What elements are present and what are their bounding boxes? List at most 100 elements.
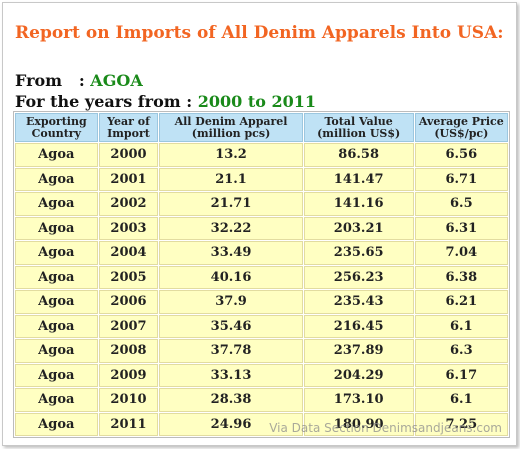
column-average-price-cell: 6.1 (414, 314, 508, 338)
header-line: (US$/pc) (434, 126, 489, 140)
column-year-cell: 2011 (98, 412, 159, 436)
column-denim-apparel-cell: 21.1 (159, 167, 303, 191)
table-row: Agoa 2009 33.13 204.29 6.17 (15, 363, 508, 387)
column-year-cell: 2003 (98, 216, 159, 240)
header-line: Year of (107, 114, 150, 128)
column-average-price-cell: 6.3 (414, 339, 508, 363)
column-denim-apparel-cell: 32.22 (159, 216, 303, 240)
column-total-value-cell: 204.29 (303, 363, 414, 387)
table-row: Agoa 2007 35.46 216.45 6.1 (15, 314, 508, 338)
column-exporting-country-cell: Agoa (15, 241, 98, 265)
column-average-price-cell: 6.21 (414, 290, 508, 314)
column-year-cell: 2001 (98, 167, 159, 191)
column-average-price-cell: 6.31 (414, 216, 508, 240)
header-line: Country (31, 126, 81, 140)
table-row: Agoa 2003 32.22 203.21 6.31 (15, 216, 508, 240)
column-average-price-cell: 6.17 (414, 363, 508, 387)
column-year-cell: 2007 (98, 314, 159, 338)
column-year-cell: 2005 (98, 265, 159, 289)
years-line: For the years from : 2000 to 2011 (15, 92, 316, 111)
imports-table-wrap: Exporting Country Year of Import All Denim A… (13, 111, 510, 438)
table-row: Agoa 2011 24.96 180.90 7.25 (15, 412, 508, 436)
header-line: Average Price (418, 114, 504, 128)
from-value: AGOA (90, 71, 143, 90)
column-exporting-country-cell: Agoa (15, 363, 98, 387)
column-denim-apparel-cell: 33.13 (159, 363, 303, 387)
column-exporting-country-cell: Agoa (15, 167, 98, 191)
column-exporting-country-cell: Agoa (15, 388, 98, 412)
table-row: Agoa 2002 21.71 141.16 6.5 (15, 192, 508, 216)
column-average-price-cell: 7.04 (414, 241, 508, 265)
column-exporting-country-cell: Agoa (15, 265, 98, 289)
header-line: (million US$) (317, 126, 401, 140)
column-denim-apparel-cell: 40.16 (159, 265, 303, 289)
column-exporting-country-cell: Agoa (15, 192, 98, 216)
column-total-value-cell: 203.21 (303, 216, 414, 240)
column-average-price-cell: 6.56 (414, 143, 508, 167)
column-denim-apparel-cell: 21.71 (159, 192, 303, 216)
column-denim-apparel-cell: 24.96 (159, 412, 303, 436)
column-total-value-cell: 180.90 (303, 412, 414, 436)
table-row: Agoa 2008 37.78 237.89 6.3 (15, 339, 508, 363)
column-denim-apparel-cell: 33.49 (159, 241, 303, 265)
report-frame: Report on Imports of All Denim Apparels … (2, 2, 517, 446)
column-total-value-cell: 173.10 (303, 388, 414, 412)
column-denim-apparel-cell: 13.2 (159, 143, 303, 167)
from-line: From : AGOA (15, 71, 143, 90)
table-row: Agoa 2004 33.49 235.65 7.04 (15, 241, 508, 265)
column-total-value-cell: 141.16 (303, 192, 414, 216)
column-average-price-cell: 6.71 (414, 167, 508, 191)
header-line: All Denim Apparel (174, 114, 288, 128)
table-header-row: Exporting Country Year of Import All Denim A… (15, 113, 508, 142)
table-body: Agoa 2000 13.2 86.58 6.56 Agoa 2001 21.1 141.47 6… (15, 143, 508, 436)
years-label: For the years from : (15, 92, 198, 111)
column-year-cell: 2000 (98, 143, 159, 167)
column-total-value-cell: 235.65 (303, 241, 414, 265)
column-exporting-country-cell: Agoa (15, 314, 98, 338)
column-exporting-country-cell: Agoa (15, 339, 98, 363)
header-line: Total Value (324, 114, 393, 128)
column-total-value-cell: 256.23 (303, 265, 414, 289)
column-total-value-cell: 237.89 (303, 339, 414, 363)
table-row: Agoa 2005 40.16 256.23 6.38 (15, 265, 508, 289)
column-denim-apparel-cell: 35.46 (159, 314, 303, 338)
column-average-price-cell: 6.38 (414, 265, 508, 289)
header-line: (million pcs) (191, 126, 271, 140)
column-year-cell: 2008 (98, 339, 159, 363)
years-value: 2000 to 2011 (197, 92, 317, 111)
column-total-value-cell: 216.45 (303, 314, 414, 338)
column-average-price-cell: 6.1 (414, 388, 508, 412)
table-row: Agoa 2010 28.38 173.10 6.1 (15, 388, 508, 412)
column-year-cell: 2002 (98, 192, 159, 216)
imports-table: Exporting Country Year of Import All Denim A… (13, 111, 510, 438)
column-average-price-header: Average Price (US$/pc) (414, 113, 508, 142)
table-row: Agoa 2001 21.1 141.47 6.71 (15, 167, 508, 191)
column-denim-apparel-cell: 28.38 (159, 388, 303, 412)
table-row: Agoa 2006 37.9 235.43 6.21 (15, 290, 508, 314)
column-denim-apparel-cell: 37.9 (159, 290, 303, 314)
column-exporting-country-cell: Agoa (15, 216, 98, 240)
from-label: From : (15, 71, 91, 90)
report-title: Report on Imports of All Denim Apparels … (15, 23, 504, 43)
column-exporting-country-cell: Agoa (15, 143, 98, 167)
column-exporting-country-header: Exporting Country (15, 113, 98, 142)
column-average-price-cell: 7.25 (414, 412, 508, 436)
column-year-header: Year of Import (98, 113, 159, 142)
column-year-cell: 2009 (98, 363, 159, 387)
column-total-value-cell: 86.58 (303, 143, 414, 167)
column-year-cell: 2006 (98, 290, 159, 314)
table-row: Agoa 2000 13.2 86.58 6.56 (15, 143, 508, 167)
column-total-value-cell: 141.47 (303, 167, 414, 191)
column-exporting-country-cell: Agoa (15, 290, 98, 314)
column-year-cell: 2010 (98, 388, 159, 412)
column-average-price-cell: 6.5 (414, 192, 508, 216)
header-line: Exporting (25, 114, 87, 128)
column-total-value-cell: 235.43 (303, 290, 414, 314)
column-denim-apparel-header: All Denim Apparel (million pcs) (159, 113, 303, 142)
column-exporting-country-cell: Agoa (15, 412, 98, 436)
column-denim-apparel-cell: 37.78 (159, 339, 303, 363)
source-watermark: Via Data Section Denimsandjeans.com (269, 421, 502, 435)
column-total-value-header: Total Value (million US$) (303, 113, 414, 142)
header-line: Import (107, 126, 150, 140)
column-year-cell: 2004 (98, 241, 159, 265)
